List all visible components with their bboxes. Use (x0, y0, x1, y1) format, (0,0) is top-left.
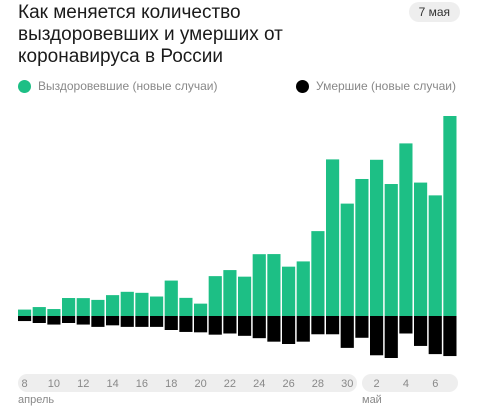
bar-deaths-1 (355, 316, 369, 338)
x-axis-track-april (18, 374, 357, 392)
x-tick-label: 16 (136, 378, 148, 390)
bar-recovered-16 (135, 292, 149, 316)
bar-deaths-22 (223, 316, 237, 334)
bar-recovered-1 (355, 178, 369, 316)
bar-recovered-18 (164, 280, 178, 316)
bar-deaths-19 (179, 316, 193, 332)
bar-deaths-28 (311, 316, 325, 335)
bar-deaths-6 (428, 316, 442, 355)
bar-deaths-20 (194, 316, 208, 333)
bar-recovered-29 (326, 159, 340, 316)
bar-deaths-7 (443, 316, 457, 357)
x-tick-label: 2 (374, 378, 380, 390)
date-badge: 7 мая (408, 2, 460, 22)
x-tick-label: 26 (282, 378, 294, 390)
bar-deaths-4 (399, 316, 413, 334)
bar-recovered-27 (296, 261, 310, 316)
bar-recovered-7 (443, 116, 457, 316)
chart-title: Как меняется количество выздоровевших и … (18, 2, 283, 67)
bar-deaths-29 (326, 316, 340, 335)
bar-deaths-9 (32, 316, 46, 323)
bar-recovered-26 (282, 266, 296, 316)
bar-deaths-14 (106, 316, 120, 326)
bar-recovered-9 (32, 307, 46, 316)
bar-deaths-30 (340, 316, 354, 348)
legend-deaths: Умершие (новые случаи) (296, 79, 456, 93)
legend-recovered-swatch (18, 79, 31, 93)
bar-deaths-24 (252, 316, 266, 339)
x-tick-label: 14 (106, 378, 118, 390)
bar-recovered-3 (384, 184, 398, 316)
bar-deaths-11 (62, 316, 76, 323)
bar-deaths-23 (238, 316, 252, 336)
x-axis-track-may (362, 374, 458, 392)
bar-deaths-12 (76, 316, 90, 325)
bar-deaths-10 (47, 316, 61, 325)
bar-recovered-24 (252, 254, 266, 316)
bar-deaths-3 (384, 316, 398, 358)
bar-recovered-12 (76, 298, 90, 316)
x-tick-label: 4 (403, 378, 409, 390)
month-label-april: апрель (18, 394, 55, 406)
bar-recovered-15 (120, 291, 134, 316)
bar-deaths-18 (164, 316, 178, 330)
x-tick-label: 30 (341, 378, 353, 390)
x-tick-label: 6 (432, 378, 438, 390)
x-tick-label: 12 (77, 378, 89, 390)
month-label-may: май (362, 394, 382, 406)
bar-deaths-27 (296, 316, 310, 342)
bar-recovered-30 (340, 203, 354, 316)
bar-deaths-25 (267, 316, 281, 342)
bar-recovered-17 (150, 296, 164, 316)
bar-recovered-14 (106, 295, 120, 316)
x-tick-label: 28 (312, 378, 324, 390)
legend-deaths-label: Умершие (новые случаи) (316, 79, 456, 93)
x-tick-label: 22 (224, 378, 236, 390)
bar-deaths-2 (370, 316, 384, 356)
bar-recovered-5 (414, 182, 428, 316)
legend-recovered: Выздоровевшие (новые случаи) (18, 79, 217, 93)
bar-deaths-13 (91, 316, 105, 327)
x-tick-label: 10 (48, 378, 60, 390)
x-tick-label: 20 (194, 378, 206, 390)
bar-deaths-17 (150, 316, 164, 327)
bar-recovered-19 (179, 297, 193, 316)
bar-recovered-25 (267, 254, 281, 316)
bar-recovered-28 (311, 231, 325, 316)
bar-recovered-6 (428, 195, 442, 316)
bar-recovered-8 (18, 309, 32, 316)
bar-deaths-16 (135, 316, 149, 327)
bar-recovered-10 (47, 309, 61, 316)
bar-recovered-23 (238, 276, 252, 316)
bar-recovered-11 (62, 298, 76, 316)
bar-deaths-15 (120, 316, 134, 327)
bar-recovered-22 (223, 270, 237, 316)
x-tick-label: 8 (22, 378, 28, 390)
bar-recovered-4 (399, 143, 413, 316)
legend-recovered-label: Выздоровевшие (новые случаи) (38, 79, 218, 93)
bar-deaths-5 (414, 316, 428, 346)
bar-deaths-26 (282, 316, 296, 344)
legend-deaths-swatch (296, 79, 309, 93)
bar-recovered-13 (91, 299, 105, 316)
bar-deaths-8 (18, 316, 32, 322)
bar-recovered-21 (208, 276, 222, 316)
bar-recovered-20 (194, 303, 208, 316)
x-tick-label: 18 (165, 378, 177, 390)
bar-deaths-21 (208, 316, 222, 335)
x-tick-label: 24 (253, 378, 265, 390)
bar-recovered-2 (370, 159, 384, 316)
